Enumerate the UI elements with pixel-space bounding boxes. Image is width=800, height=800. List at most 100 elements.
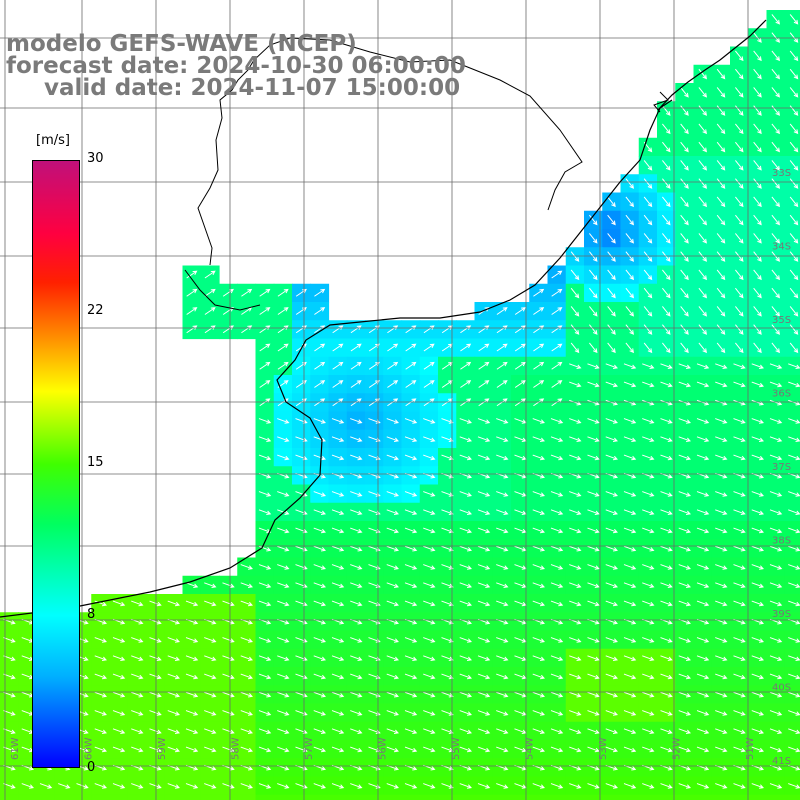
wind-arrow bbox=[131, 728, 144, 735]
wind-arrow bbox=[605, 564, 618, 570]
wind-arrow bbox=[735, 214, 744, 226]
wind-arrow bbox=[423, 545, 436, 552]
wind-arrow bbox=[460, 343, 472, 352]
wind-arrow bbox=[680, 196, 689, 208]
wind-arrow bbox=[698, 324, 708, 335]
wind-arrow bbox=[313, 673, 326, 680]
wind-arrow bbox=[771, 196, 781, 208]
wind-cell bbox=[784, 630, 800, 650]
wind-arrow bbox=[533, 288, 545, 297]
wind-arrow bbox=[331, 436, 345, 443]
wind-arrow bbox=[350, 691, 363, 698]
wind-arrow bbox=[332, 380, 344, 388]
wind-arrow bbox=[459, 509, 472, 516]
wind-arrow bbox=[696, 710, 710, 716]
wind-arrow bbox=[185, 655, 199, 662]
wind-arrow bbox=[386, 436, 399, 443]
wind-arrow bbox=[753, 123, 762, 135]
wind-arrow bbox=[477, 691, 491, 698]
wind-arrow bbox=[258, 691, 272, 698]
wind-arrow bbox=[314, 361, 326, 370]
wind-arrow bbox=[313, 691, 326, 698]
wind-arrow bbox=[569, 673, 582, 680]
wind-arrow bbox=[678, 673, 691, 680]
wind-arrow bbox=[680, 306, 689, 317]
wind-arrow bbox=[607, 287, 616, 299]
wind-arrow bbox=[769, 673, 783, 680]
wind-arrow bbox=[715, 509, 728, 516]
wind-cell bbox=[419, 794, 439, 800]
wind-arrow bbox=[605, 418, 618, 424]
wind-arrow bbox=[789, 178, 799, 189]
wind-arrow bbox=[405, 380, 417, 388]
wind-cell bbox=[584, 794, 603, 800]
wind-arrow bbox=[715, 710, 728, 716]
wind-arrow bbox=[643, 324, 653, 335]
wind-arrow bbox=[550, 491, 564, 497]
wind-arrow bbox=[751, 728, 764, 735]
wind-arrow bbox=[477, 728, 491, 735]
wind-arrow bbox=[642, 491, 655, 497]
wind-arrow bbox=[570, 287, 580, 299]
wind-arrow bbox=[587, 783, 600, 789]
wind-arrow bbox=[149, 691, 162, 698]
colorbar bbox=[32, 160, 80, 768]
wind-arrow bbox=[678, 691, 691, 698]
wind-arrow bbox=[789, 160, 799, 171]
wind-arrow bbox=[771, 68, 781, 80]
wind-arrow bbox=[350, 637, 363, 643]
wind-arrow bbox=[149, 655, 162, 662]
wind-cell bbox=[657, 794, 676, 800]
wind-arrow bbox=[313, 545, 326, 552]
wind-arrow bbox=[167, 710, 180, 716]
wind-arrow bbox=[331, 655, 345, 662]
wind-cell bbox=[784, 448, 800, 467]
wind-arrow bbox=[716, 105, 726, 116]
wind-arrow bbox=[441, 783, 454, 789]
wind-arrow bbox=[660, 673, 673, 680]
wind-arrow bbox=[625, 269, 635, 281]
wind-arrow bbox=[733, 545, 746, 552]
wind-arrow bbox=[477, 655, 491, 662]
wind-arrow bbox=[496, 655, 509, 662]
wind-arrow bbox=[662, 160, 671, 171]
wind-arrow bbox=[277, 509, 290, 516]
wind-arrow bbox=[459, 564, 472, 570]
wind-arrow bbox=[313, 637, 326, 643]
wind-arrow bbox=[771, 105, 781, 116]
wind-arrow bbox=[277, 637, 290, 643]
wind-arrow bbox=[131, 691, 144, 698]
wind-arrow bbox=[204, 307, 216, 315]
wind-arrow bbox=[131, 673, 144, 680]
wind-arrow bbox=[477, 418, 491, 424]
wind-arrow bbox=[623, 710, 637, 716]
wind-arrow bbox=[404, 582, 418, 589]
wind-arrow bbox=[751, 600, 764, 607]
wind-arrow bbox=[277, 655, 290, 662]
wind-arrow bbox=[404, 527, 418, 534]
wind-arrow bbox=[769, 582, 783, 589]
wind-arrow bbox=[605, 509, 618, 516]
wind-arrow bbox=[623, 545, 637, 552]
wind-arrow bbox=[459, 673, 472, 680]
wind-arrow bbox=[423, 436, 436, 443]
wind-arrow bbox=[680, 123, 689, 135]
wind-cell bbox=[784, 776, 800, 796]
wind-arrow bbox=[350, 527, 363, 534]
wind-arrow bbox=[496, 691, 509, 698]
wind-arrow bbox=[605, 673, 618, 680]
wind-cell bbox=[784, 156, 800, 175]
wind-arrow bbox=[404, 454, 418, 461]
wind-arrow bbox=[769, 418, 783, 424]
wind-cell bbox=[511, 794, 530, 800]
wind-arrow bbox=[350, 582, 363, 589]
wind-arrow bbox=[587, 564, 600, 570]
wind-arrow bbox=[550, 600, 564, 607]
wind-arrow bbox=[331, 691, 345, 698]
wind-arrow bbox=[735, 68, 744, 80]
wind-arrow bbox=[733, 783, 746, 789]
wind-arrow bbox=[607, 196, 616, 208]
wind-arrow bbox=[715, 655, 728, 662]
wind-arrow bbox=[642, 710, 655, 716]
wind-arrow bbox=[331, 418, 345, 424]
